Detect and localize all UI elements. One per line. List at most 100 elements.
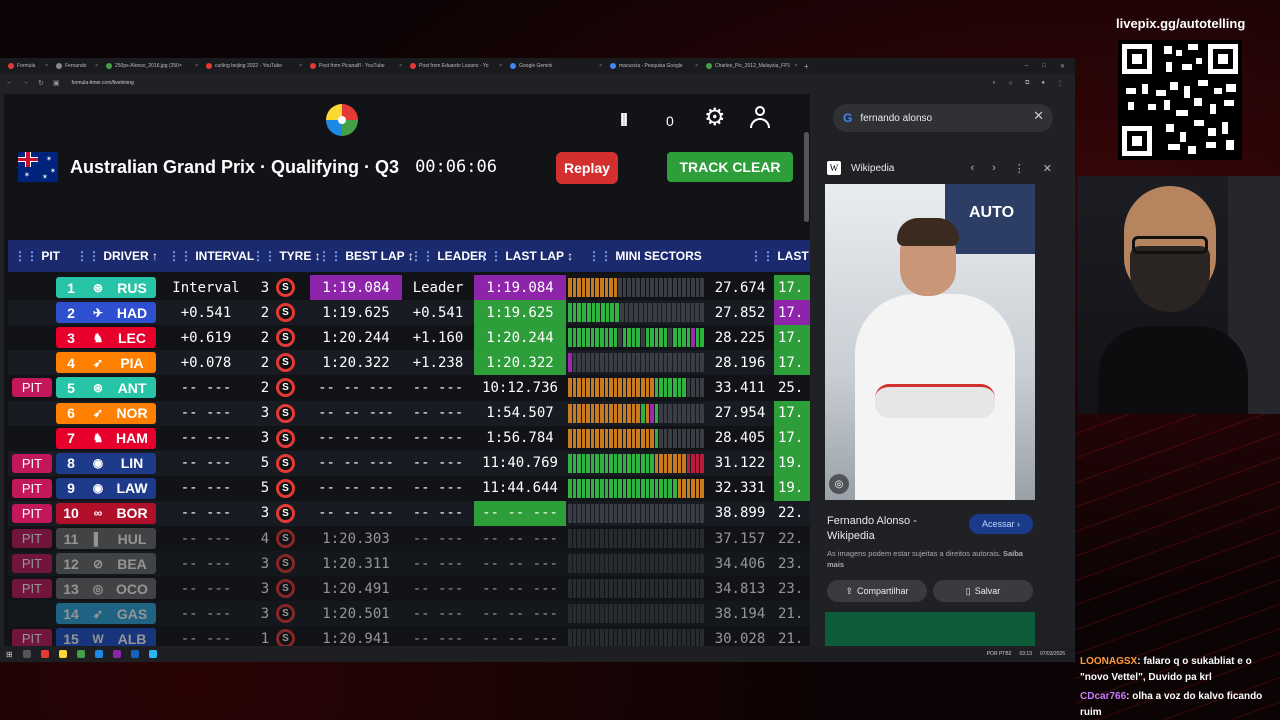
table-row[interactable]: 7 ♞ HAM -- --- 3 S -- -- --- -- --- 1:56.784 28.4… [8, 425, 810, 451]
tune-icon[interactable]: ▣ [52, 80, 60, 87]
windows-start-icon[interactable]: ⊞ [6, 649, 13, 659]
maximize-icon[interactable]: □ [1042, 62, 1046, 69]
driver-badge[interactable]: 3 ♞ LEC [56, 327, 156, 349]
tab-close-icon[interactable]: × [195, 63, 198, 69]
tray-date[interactable]: 07/03/2026 [1039, 651, 1065, 657]
menu-icon[interactable]: ⋮ [1057, 80, 1063, 87]
tab-close-icon[interactable]: × [499, 63, 502, 69]
browser-tab[interactable]: curling beijing 2022 - YouTube × [202, 59, 306, 73]
col-driver[interactable]: ⋮⋮ DRIVER ↑ [76, 249, 159, 263]
gear-icon[interactable]: ⚙ [704, 104, 726, 131]
extensions-icon[interactable]: ⧉ [1025, 79, 1030, 86]
table-row[interactable]: PIT 8 ◉ LIN -- --- 5 S -- -- --- -- --- 11:40.769… [8, 450, 810, 476]
col-last-sector[interactable]: ⋮⋮ LAST S [750, 249, 810, 263]
driver-badge[interactable]: 7 ♞ HAM [56, 427, 156, 449]
browser-tab[interactable]: Formula × [4, 59, 52, 73]
table-row[interactable]: PIT 11 ▌ HUL -- --- 4 S 1:20.303 -- --- -- -- ---… [8, 526, 810, 551]
driver-badge[interactable]: 4 ➶ PIA [56, 352, 156, 374]
browser-tab[interactable]: Charles_Pic_2012_Malaysia_FP1 × [702, 59, 798, 73]
table-row[interactable]: 2 ✈ HAD +0.541 2 S 1:19.625 +0.541 1:19.625 27.85… [8, 300, 810, 326]
taskbar-app-icon[interactable] [76, 650, 85, 658]
table-row[interactable]: 3 ♞ LEC +0.619 2 S 1:20.244 +1.160 1:20.244 28.22… [8, 325, 810, 351]
url-field[interactable]: formula-timer.com/livetiming [71, 80, 134, 86]
result-title[interactable]: Fernando Alonso - Wikipedia [827, 515, 917, 542]
tab-close-icon[interactable]: × [399, 63, 402, 69]
col-mini-sectors[interactable]: ⋮⋮ MINI SECTORS [588, 249, 702, 263]
driver-badge[interactable]: 14 ➹ GAS [56, 603, 156, 625]
tray-time[interactable]: 03:13 [1019, 651, 1032, 657]
tab-close-icon[interactable]: × [95, 63, 98, 69]
driver-badge[interactable]: 15 W ALB [56, 628, 156, 646]
table-row[interactable]: 6 ➶ NOR -- --- 3 S -- -- --- -- --- 1:54.507 27.9… [8, 400, 810, 426]
taskbar-app-icon[interactable] [94, 650, 103, 658]
user-icon[interactable] [750, 106, 770, 128]
tab-close-icon[interactable]: × [299, 63, 302, 69]
bookmark-star-icon[interactable]: ☆ [1007, 80, 1014, 87]
taskbar-app-icon[interactable] [130, 650, 139, 658]
lens-icon[interactable]: ◎ [829, 474, 849, 494]
taskbar-app-icon[interactable] [22, 650, 31, 658]
table-row[interactable]: 4 ➶ PIA +0.078 2 S 1:20.322 +1.238 1:20.322 28.19… [8, 350, 810, 376]
taskbar-app-icon[interactable] [112, 650, 121, 658]
col-leader[interactable]: ⋮⋮ LEADER [410, 249, 487, 263]
browser-tab[interactable]: Post from Eduardo Lozano - Yo × [406, 59, 506, 73]
zoom-icon[interactable]: ⌕ [992, 79, 996, 86]
tab-close-icon[interactable]: × [599, 63, 602, 69]
pause-button[interactable]: II [620, 110, 628, 130]
new-tab-button[interactable]: + [804, 61, 809, 71]
table-row[interactable]: PIT 12 ⊘ BEA -- --- 3 S 1:20.311 -- --- -- -- ---… [8, 551, 810, 577]
back-icon[interactable]: ← [6, 79, 13, 86]
driver-badge[interactable]: 11 ▌ HUL [56, 528, 156, 549]
close-window-icon[interactable]: ✕ [1059, 63, 1065, 70]
driver-badge[interactable]: 8 ◉ LIN [56, 452, 156, 474]
forward-icon[interactable]: → [22, 79, 29, 86]
next-result-preview[interactable] [825, 612, 1035, 646]
profile-icon[interactable]: ● [1041, 79, 1045, 86]
table-row[interactable]: 14 ➹ GAS -- --- 3 S 1:20.501 -- --- -- -- --- 38.… [8, 601, 810, 627]
tab-close-icon[interactable]: × [794, 63, 798, 69]
tab-close-icon[interactable]: × [45, 63, 48, 69]
driver-badge[interactable]: 10 ∞ BOR [56, 502, 156, 524]
table-row[interactable]: PIT 5 ⊛ ANT -- --- 2 S -- -- --- -- --- 10:12.736… [8, 375, 810, 400]
driver-badge[interactable]: 6 ➶ NOR [56, 402, 156, 424]
more-icon[interactable]: ⋮ [1013, 162, 1025, 175]
chevron-right-icon[interactable]: › [992, 161, 996, 174]
chevron-left-icon[interactable]: ‹ [970, 161, 975, 174]
site-logo[interactable] [326, 104, 358, 136]
driver-badge[interactable]: 12 ⊘ BEA [56, 553, 156, 575]
browser-tab[interactable]: Post from Picanalfl - YouTube × [306, 59, 406, 73]
tray-lang[interactable]: POR PTB2 [986, 651, 1012, 657]
table-row[interactable]: 1 ⊛ RUS Interval 3 S 1:19.084 Leader 1:19.084 27.… [8, 275, 810, 300]
col-interval[interactable]: ⋮⋮ INTERVAL [168, 249, 255, 263]
browser-tab[interactable]: macuscia - Pesquisa Google × [606, 59, 702, 73]
save-button[interactable]: ▯ Salvar [933, 580, 1033, 602]
driver-badge[interactable]: 13 ◎ OCO [56, 578, 156, 600]
acessar-button[interactable]: Acessar › [969, 514, 1033, 534]
tab-close-icon[interactable]: × [695, 63, 698, 69]
driver-badge[interactable]: 9 ◉ LAW [56, 477, 156, 499]
saiba-mais-link[interactable]: Saiba mais [827, 549, 1023, 569]
table-row[interactable]: PIT 13 ◎ OCO -- --- 3 S 1:20.491 -- --- -- -- ---… [8, 576, 810, 601]
table-row[interactable]: PIT 15 W ALB -- --- 1 S 1:20.941 -- --- -- -- ---… [8, 626, 810, 646]
browser-tab[interactable]: Fernando × [52, 59, 102, 73]
result-photo[interactable]: AUTO [825, 184, 1035, 500]
minimize-icon[interactable]: – [1025, 62, 1029, 69]
browser-tab[interactable]: Google Gemini × [506, 59, 606, 73]
browser-tab[interactable]: 250px-Alonso_2016.jpg (250× × [102, 59, 202, 73]
col-last-lap[interactable]: ⋮⋮ LAST LAP ↕ [478, 249, 574, 263]
share-button[interactable]: ⇪ Compartilhar [827, 580, 927, 602]
close-icon[interactable]: ✕ [1033, 108, 1044, 123]
delay-counter[interactable]: 0 [666, 113, 674, 129]
taskbar-app-icon[interactable] [40, 650, 49, 658]
col-best-lap[interactable]: ⋮⋮ BEST LAP ↕ [318, 249, 414, 263]
col-tyre[interactable]: ⋮⋮ TYRE ↕ [252, 249, 321, 263]
table-row[interactable]: PIT 9 ◉ LAW -- --- 5 S -- -- --- -- --- 11:44.644… [8, 475, 810, 501]
driver-badge[interactable]: 5 ⊛ ANT [56, 377, 156, 399]
taskbar-app-icon[interactable] [58, 650, 67, 658]
driver-badge[interactable]: 2 ✈ HAD [56, 302, 156, 324]
close-result-icon[interactable]: ✕ [1042, 162, 1052, 175]
replay-button[interactable]: Replay [556, 152, 618, 184]
taskbar-app-icon[interactable] [148, 650, 157, 658]
reload-icon[interactable]: ↻ [38, 80, 44, 87]
col-pit[interactable]: ⋮⋮ PIT [14, 249, 61, 263]
